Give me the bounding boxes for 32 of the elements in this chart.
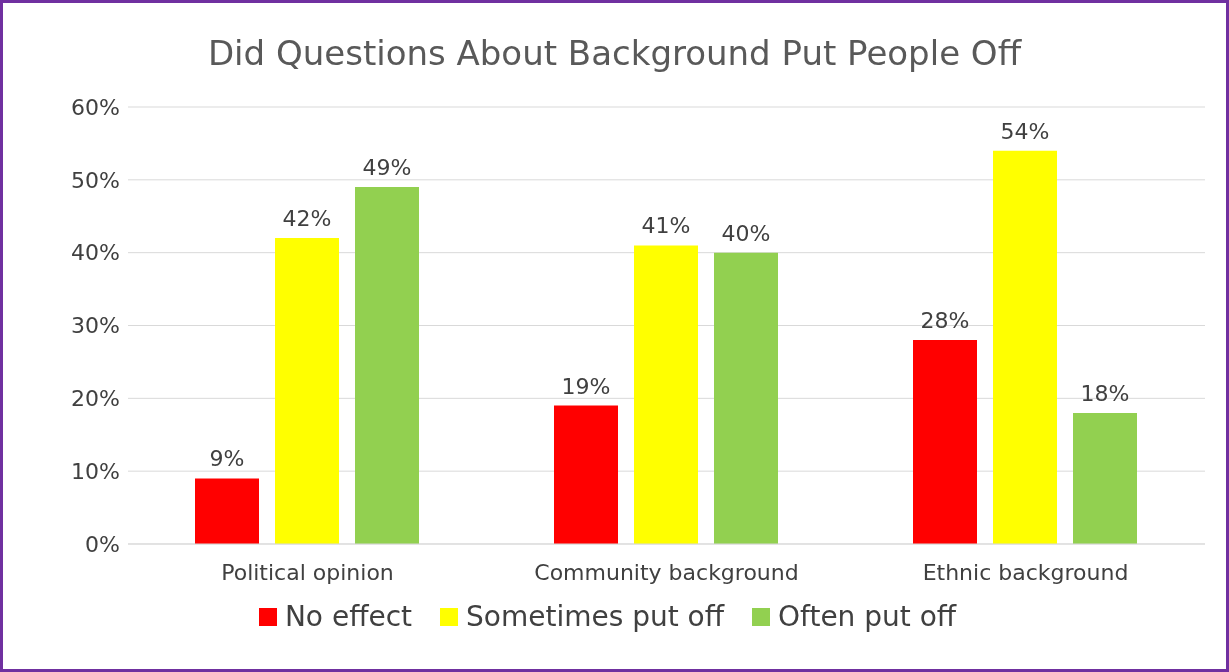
y-tick-label: 30% [71, 313, 120, 339]
y-tick-label: 40% [71, 240, 120, 266]
data-label: 18% [1080, 380, 1130, 406]
chart-title: Did Questions About Background Put People Off [206, 33, 1023, 73]
bar [355, 187, 419, 544]
bar [1073, 412, 1137, 544]
x-tick-label: Ethnic background [922, 559, 1129, 585]
y-tick-label: 50% [71, 167, 120, 193]
bar [913, 340, 977, 544]
bar [993, 150, 1057, 544]
data-label: 42% [282, 206, 332, 232]
y-tick-label: 10% [71, 458, 120, 484]
y-tick-label: 20% [71, 386, 120, 412]
data-label: 28% [920, 308, 970, 334]
bar [195, 478, 259, 544]
y-tick-label: 60% [71, 94, 120, 120]
data-label: 54% [1000, 118, 1050, 144]
legend-label: No effect [283, 600, 413, 633]
data-label: 40% [721, 220, 771, 246]
legend-label: Often put off [777, 600, 957, 633]
data-label: 49% [362, 155, 412, 181]
bar [714, 252, 778, 544]
data-label: 41% [641, 213, 691, 239]
data-label: 19% [561, 373, 611, 399]
x-tick-label: Community background [534, 559, 799, 585]
legend-label: Sometimes put off [465, 600, 724, 633]
data-label: 9% [209, 446, 245, 472]
y-tick-label: 0% [85, 531, 120, 557]
bar [554, 405, 618, 544]
x-tick-label: Political opinion [221, 559, 394, 585]
bar [634, 245, 698, 544]
bar [275, 238, 339, 544]
